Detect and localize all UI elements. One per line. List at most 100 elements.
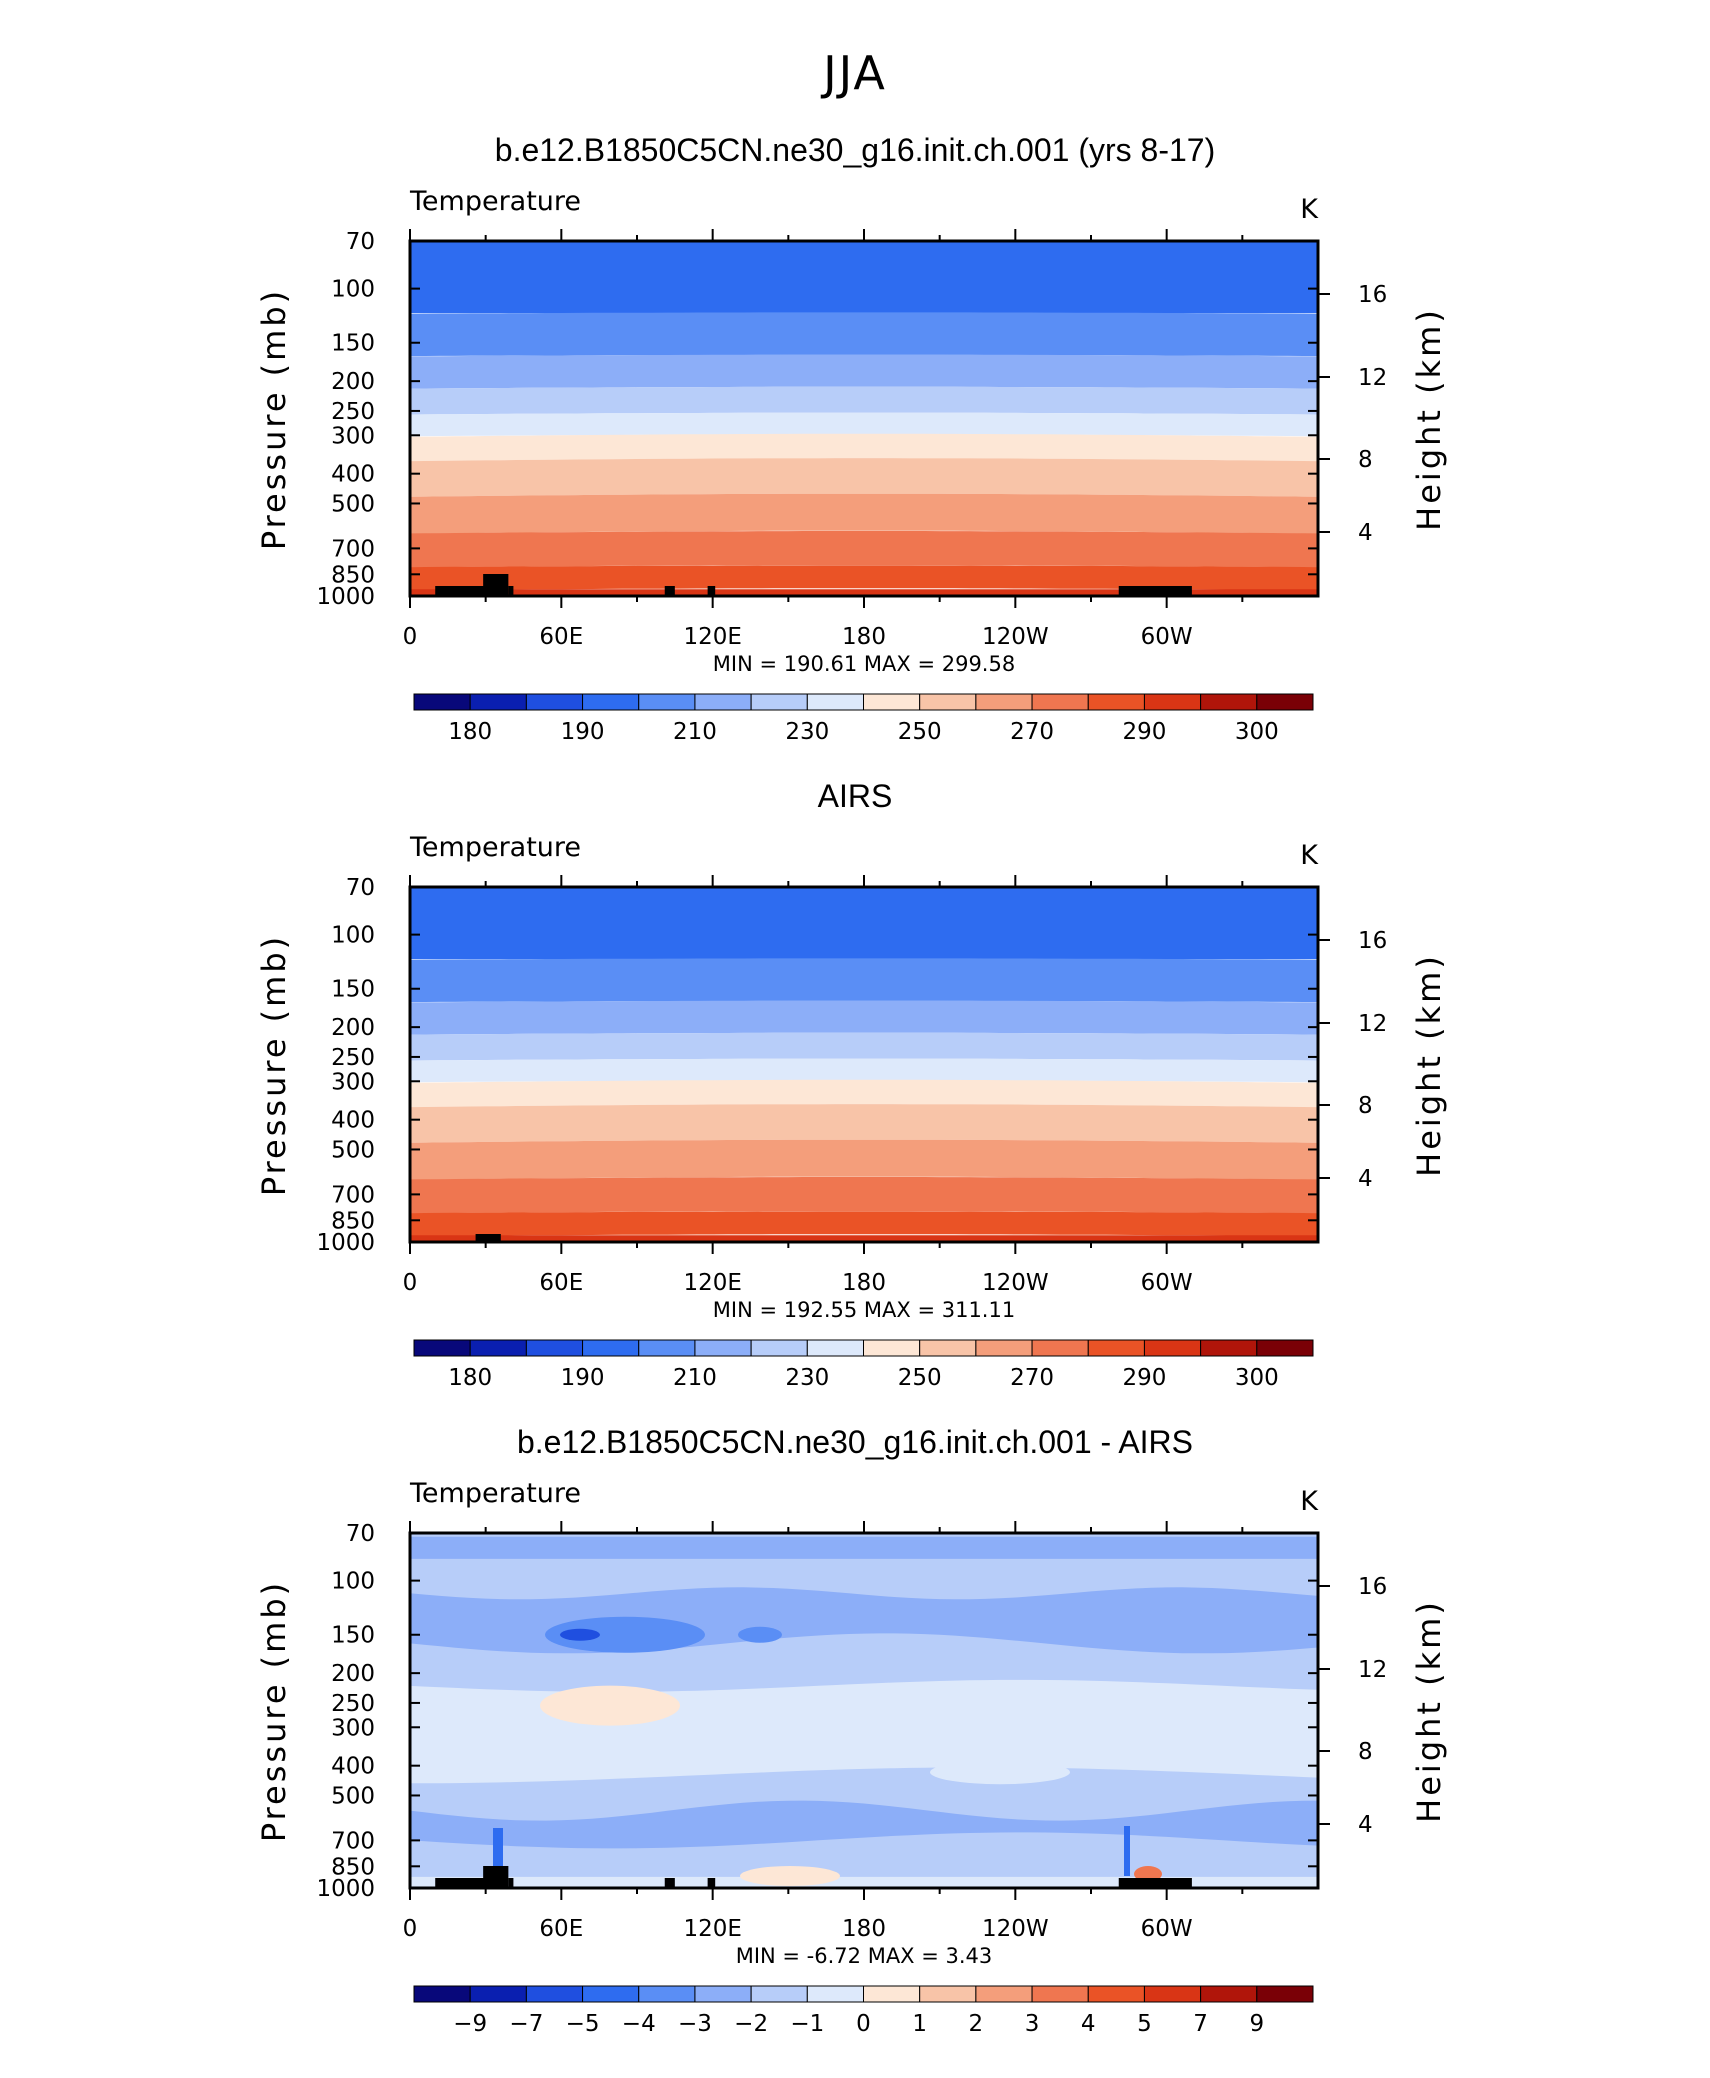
y-tick-label: 700	[331, 1182, 375, 1208]
colorbar: 180 190 210 230 250 270 290 300	[413, 1339, 1314, 1391]
contour-band	[930, 1760, 1070, 1785]
colorbar-swatch	[1031, 693, 1089, 711]
units-label: K	[1300, 1486, 1319, 1517]
colorbar-label: 180	[448, 719, 492, 745]
colorbar-swatch	[863, 693, 921, 711]
topography	[1118, 1878, 1192, 1888]
contour-field	[410, 241, 1318, 596]
contour-band	[410, 1079, 1318, 1108]
colorbar-label: 0	[856, 2011, 871, 2037]
x-tick-label: 120E	[683, 624, 741, 650]
y2-tick-label: 4	[1358, 520, 1373, 546]
min-max-label: MIN = 190.61 MAX = 299.58	[713, 652, 1015, 676]
colorbar-swatch	[1200, 693, 1258, 711]
contour-band	[410, 1211, 1318, 1237]
units-label: K	[1300, 840, 1319, 871]
x-tick-label: 0	[403, 1270, 418, 1296]
y-axis-title: Pressure (mb)	[255, 1580, 293, 1842]
y2-tick-label: 12	[1358, 365, 1387, 391]
y2-axis-title: Height (km)	[1410, 953, 1448, 1177]
colorbar-label: 210	[673, 1365, 717, 1391]
contour-band	[410, 1032, 1318, 1061]
colorbar-swatch	[413, 693, 471, 711]
x-tick-label: 180	[842, 1270, 886, 1296]
y-tick-label: 400	[331, 1108, 375, 1134]
x-tick-label: 60E	[539, 1270, 583, 1296]
contour-band	[740, 1866, 840, 1886]
contour-band	[410, 887, 1318, 959]
colorbar-label: −9	[453, 2011, 487, 2037]
x-tick-label: 60E	[539, 1916, 583, 1942]
y-tick-label: 200	[331, 369, 375, 395]
variable-label: Temperature	[409, 832, 581, 863]
contour-band	[410, 1104, 1318, 1143]
colorbar-swatch	[919, 1339, 977, 1357]
panel-model: b.e12.B1850C5CN.ne30_g16.init.ch.001 (yr…	[0, 126, 1710, 786]
colorbar-label: 2	[969, 2011, 984, 2037]
y-axis-title: Pressure (mb)	[255, 288, 293, 550]
colorbar-swatch	[806, 1985, 864, 2003]
x-tick-label: 60W	[1141, 624, 1193, 650]
x-tick-label: 0	[403, 624, 418, 650]
colorbar-swatch	[975, 1339, 1033, 1357]
contour-band	[410, 354, 1318, 389]
colorbar-swatch	[919, 693, 977, 711]
colorbar-label: 190	[561, 1365, 605, 1391]
colorbar-label: 9	[1249, 2011, 1264, 2037]
topography	[508, 1878, 514, 1888]
contour-band	[738, 1626, 782, 1643]
contour-field	[410, 887, 1318, 1242]
colorbar-label: 270	[1010, 1365, 1054, 1391]
contour-band	[410, 458, 1318, 497]
colorbar-swatch	[750, 1339, 808, 1357]
y-tick-label: 850	[331, 1208, 375, 1234]
colorbar-swatch	[582, 693, 640, 711]
contour-band	[410, 1800, 1318, 1849]
colorbar-swatch	[469, 1985, 527, 2003]
colorbar-swatch	[750, 693, 808, 711]
panel-title: AIRS	[817, 778, 893, 814]
colorbar-swatch	[638, 1985, 696, 2003]
panel-title: b.e12.B1850C5CN.ne30_g16.init.ch.001 (yr…	[494, 132, 1216, 168]
colorbar-swatch	[582, 1339, 640, 1357]
contour-band	[410, 433, 1318, 462]
colorbar-swatch	[863, 1985, 921, 2003]
panel-title: b.e12.B1850C5CN.ne30_g16.init.ch.001 - A…	[516, 1424, 1193, 1460]
y2-axis-title: Height (km)	[1410, 1599, 1448, 1823]
y-axis-title: Pressure (mb)	[255, 934, 293, 1196]
contour-band	[410, 1235, 1318, 1242]
y-tick-label: 300	[331, 423, 375, 449]
y-tick-label: 500	[331, 491, 375, 517]
y-tick-label: 250	[331, 1691, 375, 1717]
colorbar-label: −7	[509, 2011, 543, 2037]
colorbar-label: −5	[566, 2011, 600, 2037]
figure-title: JJA	[823, 46, 887, 100]
contour-band	[410, 412, 1318, 437]
y-tick-label: 500	[331, 1783, 375, 1809]
colorbar-swatch	[638, 1339, 696, 1357]
x-tick-label: 60W	[1141, 1916, 1193, 1942]
colorbar-swatch	[806, 693, 864, 711]
y-tick-label: 700	[331, 1828, 375, 1854]
colorbar-swatch	[1031, 1985, 1089, 2003]
colorbar-swatch	[975, 693, 1033, 711]
y-tick-label: 70	[346, 229, 375, 255]
y2-axis-title: Height (km)	[1410, 307, 1448, 531]
colorbar-swatch	[1256, 693, 1314, 711]
colorbar-swatch	[694, 693, 752, 711]
colorbar-swatch	[863, 1339, 921, 1357]
topography	[483, 1866, 509, 1888]
panel-airs: AIRS Temperature K 70 100 150 200 250 300 400 500…	[0, 772, 1710, 1432]
y-tick-label: 500	[331, 1137, 375, 1163]
colorbar-label: 7	[1193, 2011, 1208, 2037]
contour-band	[410, 958, 1318, 1003]
colorbar-swatch	[469, 693, 527, 711]
colorbar-swatch	[638, 693, 696, 711]
y2-tick-label: 12	[1358, 1011, 1387, 1037]
contour-band	[410, 493, 1318, 534]
colorbar-label: 1	[912, 2011, 927, 2037]
y-tick-label: 1000	[316, 584, 375, 610]
colorbar-swatch	[694, 1985, 752, 2003]
colorbar-swatch	[525, 693, 584, 711]
colorbar-swatch	[582, 1985, 640, 2003]
